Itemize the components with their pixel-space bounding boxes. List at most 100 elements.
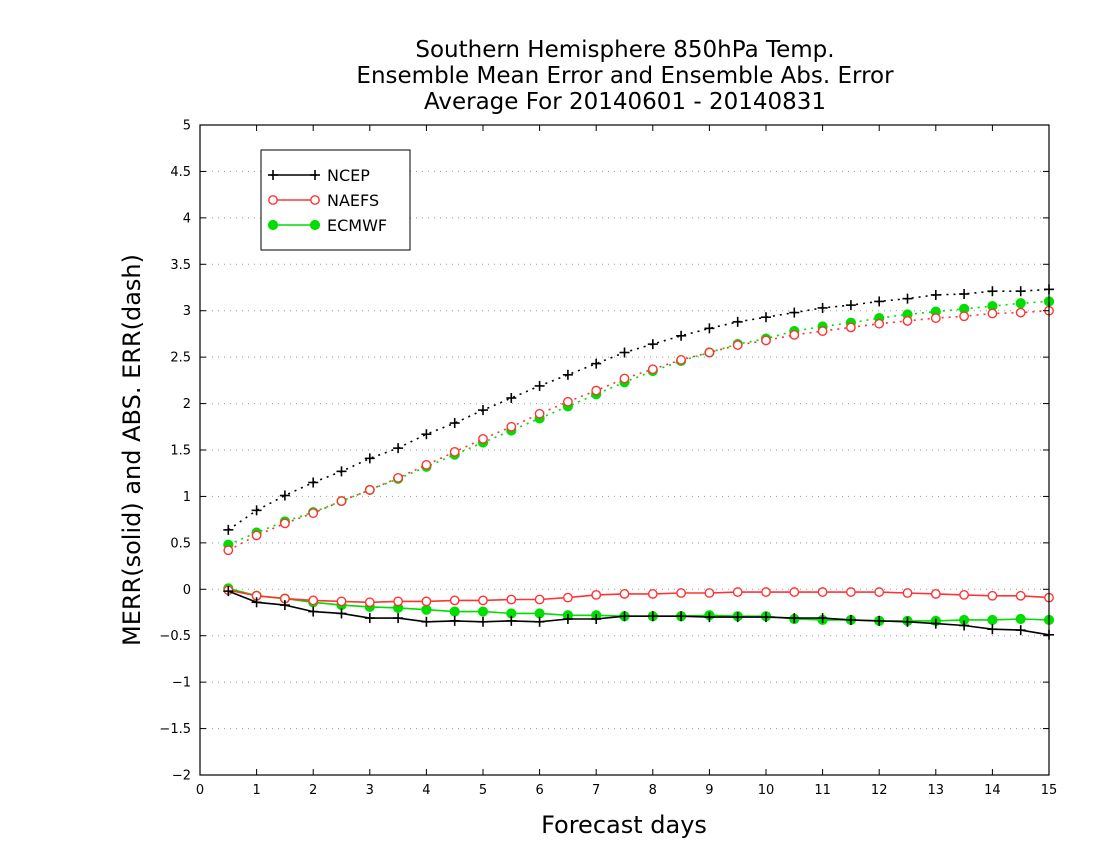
data-point-naefs-merr — [449, 595, 460, 606]
data-point-ncep-merr — [732, 612, 743, 623]
data-point-naefs-merr — [789, 587, 800, 597]
data-point-ncep-merr — [223, 586, 234, 597]
data-point-ncep-merr — [336, 608, 347, 619]
data-point-ncep-merr — [789, 613, 800, 624]
data-point-ncep-abs-err — [874, 296, 885, 307]
y-axis-title: MERR(solid) and ABS. ERR(dash) — [118, 254, 146, 646]
y-tick-label: 4.5 — [170, 165, 191, 180]
data-point-ncep-merr — [506, 615, 517, 626]
data-point-naefs-merr — [619, 589, 630, 599]
legend-marker-end — [309, 219, 321, 231]
data-point-ncep-abs-err — [1015, 286, 1026, 297]
data-point-naefs-merr — [959, 589, 969, 600]
data-point-ncep-merr — [647, 611, 658, 622]
data-point-ncep-abs-err — [223, 524, 234, 535]
data-point-naefs-merr — [1015, 590, 1026, 601]
data-point-naefs-abs-err — [817, 326, 828, 337]
data-point-ncep-abs-err — [676, 330, 687, 341]
data-point-naefs-merr — [364, 597, 375, 608]
data-point-ncep-merr — [251, 597, 262, 608]
data-point-ncep-merr — [421, 616, 432, 627]
legend-marker-start — [268, 195, 278, 205]
y-tick-label: 5 — [183, 119, 191, 134]
data-point-ncep-merr — [930, 618, 941, 629]
data-point-ncep-abs-err — [704, 323, 715, 334]
y-tick-label: 0.5 — [170, 536, 191, 551]
data-point-naefs-merr — [563, 592, 573, 603]
data-point-ncep-merr — [562, 614, 573, 624]
data-point-naefs-merr — [761, 587, 771, 597]
data-point-ncep-abs-err — [959, 289, 970, 299]
title-line-1: Southern Hemisphere 850hPa Temp. — [415, 37, 834, 63]
x-tick-label: 7 — [592, 783, 600, 798]
data-point-naefs-merr — [902, 588, 913, 598]
data-point-ncep-abs-err — [478, 405, 488, 416]
x-tick-label: 2 — [309, 783, 317, 798]
axis-ticks: 0 1 2 3 4 5 6 7 8 9 10 11 12 13 14 15−2−1.5−1−0.500.511… — [159, 119, 1057, 799]
data-point-naefs-abs-err — [846, 322, 856, 333]
data-point-naefs-abs-err — [223, 545, 234, 556]
data-point-ncep-abs-err — [364, 453, 375, 464]
legend-label-ncep: NCEP — [327, 166, 370, 185]
data-point-naefs-abs-err — [930, 313, 941, 324]
data-point-naefs-merr — [817, 587, 828, 597]
data-point-naefs-abs-err — [308, 508, 319, 519]
legend: NCEP NAEFS ECMWF — [260, 149, 411, 251]
data-point-naefs-abs-err — [478, 433, 488, 444]
data-point-ncep-abs-err — [647, 339, 658, 350]
data-point-ncep-abs-err — [336, 466, 347, 477]
y-tick-label: 4 — [183, 211, 191, 226]
y-tick-label: −2 — [172, 769, 191, 784]
data-point-ncep-abs-err — [619, 347, 630, 358]
data-point-ecmwf-merr — [1015, 613, 1026, 625]
legend-marker-start — [268, 170, 278, 180]
data-point-ncep-abs-err — [732, 316, 743, 327]
x-tick-label: 11 — [814, 783, 831, 798]
data-point-ncep-abs-err — [279, 490, 290, 501]
data-point-ncep-merr — [761, 612, 771, 623]
data-point-naefs-merr — [846, 587, 856, 597]
x-tick-label: 10 — [758, 783, 775, 798]
data-point-naefs-abs-err — [874, 318, 885, 329]
data-point-ncep-abs-err — [817, 302, 828, 313]
data-point-naefs-abs-err — [336, 496, 347, 506]
data-point-ncep-abs-err — [591, 358, 602, 369]
data-point-naefs-abs-err — [421, 459, 432, 470]
data-point-naefs-merr — [704, 588, 715, 598]
data-point-naefs-abs-err — [987, 308, 998, 319]
data-point-ncep-merr — [364, 613, 375, 624]
data-point-naefs-abs-err — [761, 335, 771, 346]
y-tick-label: 2 — [183, 397, 191, 412]
data-point-naefs-abs-err — [279, 518, 290, 529]
series-line-naefs-abs-err — [227, 309, 1050, 552]
y-tick-label: 1.5 — [170, 444, 191, 459]
data-point-naefs-abs-err — [959, 311, 969, 322]
data-point-ncep-merr — [959, 620, 970, 631]
data-point-naefs-abs-err — [534, 408, 545, 419]
data-point-naefs-merr — [534, 594, 545, 605]
data-point-ncep-merr — [1015, 625, 1026, 636]
data-point-ncep-abs-err — [449, 418, 460, 429]
title-line-3: Average For 20140601 - 20140831 — [424, 89, 826, 115]
legend-label-naefs: NAEFS — [327, 191, 379, 210]
data-point-naefs-abs-err — [647, 364, 658, 375]
x-tick-label: 12 — [871, 783, 888, 798]
legend-entry-naefs: NAEFS — [268, 191, 379, 210]
x-tick-label: 5 — [479, 783, 487, 798]
data-point-ncep-abs-err — [506, 393, 517, 403]
data-point-naefs-abs-err — [563, 396, 573, 407]
data-point-ncep-abs-err — [562, 369, 573, 380]
data-point-naefs-abs-err — [789, 329, 800, 340]
y-tick-label: −0.5 — [159, 629, 191, 644]
y-tick-label: −1 — [172, 676, 191, 691]
data-point-ecmwf-merr — [477, 606, 489, 617]
data-point-naefs-merr — [930, 589, 941, 599]
y-tick-label: 1 — [183, 490, 191, 505]
data-point-naefs-merr — [308, 595, 319, 606]
data-point-ncep-merr — [902, 616, 913, 627]
title-line-2: Ensemble Mean Error and Ensemble Abs. Er… — [356, 63, 894, 89]
data-point-ncep-merr — [478, 616, 488, 627]
series-line-naefs-merr — [228, 589, 1050, 604]
x-tick-label: 4 — [422, 783, 430, 798]
data-point-ecmwf-merr — [987, 614, 998, 626]
